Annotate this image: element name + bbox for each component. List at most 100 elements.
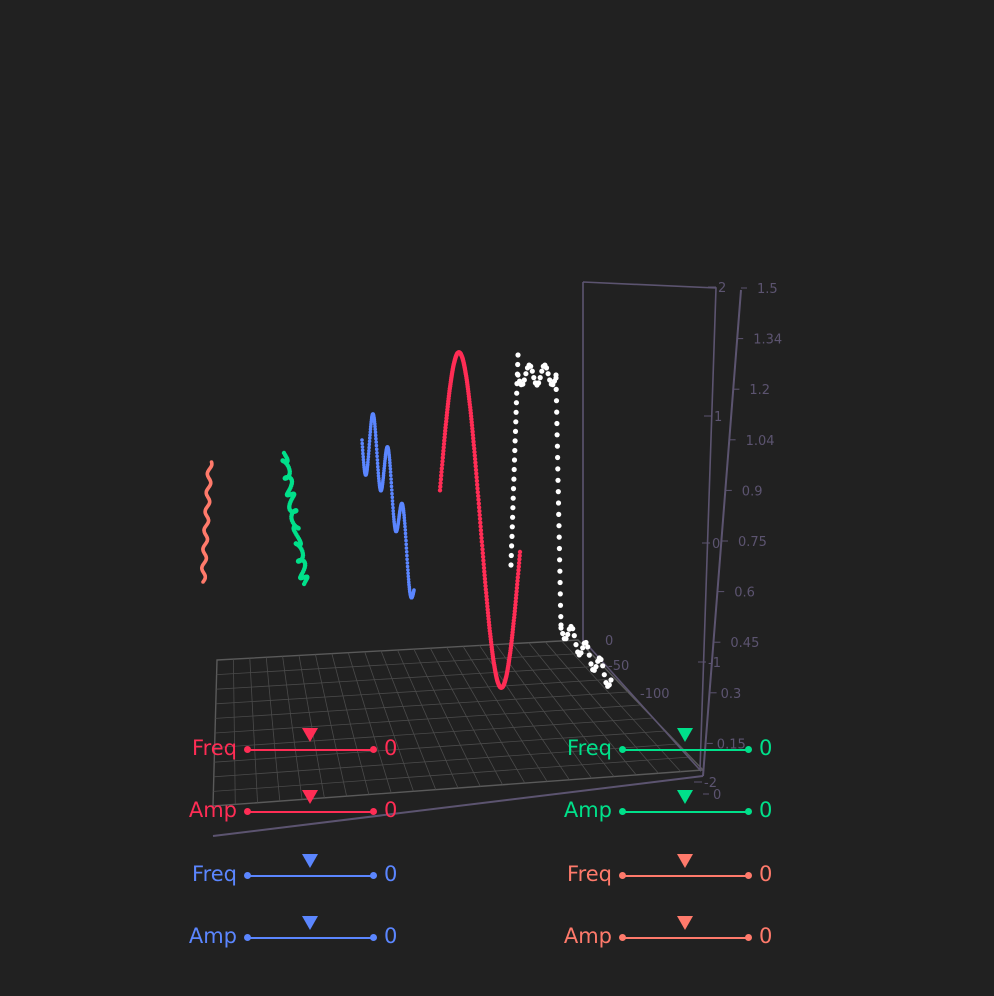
curve-point <box>586 652 592 658</box>
curve-point <box>554 432 560 438</box>
curve-point <box>480 547 485 552</box>
curve-point <box>554 443 561 449</box>
curve-point <box>471 439 476 444</box>
right-scale-tick-label: 0.3 <box>721 687 742 702</box>
curve-point <box>512 605 518 611</box>
right-scale-tick-label: 1.34 <box>753 333 782 348</box>
grid-line <box>215 691 629 719</box>
curve-point <box>478 528 484 533</box>
curve-point <box>373 422 377 426</box>
curve-point <box>472 449 477 455</box>
curve-point <box>517 557 522 562</box>
curve-point <box>516 571 521 576</box>
curve-point <box>390 499 395 503</box>
curve-point <box>556 545 563 552</box>
slider-track[interactable] <box>247 937 373 939</box>
curve-point <box>441 445 446 450</box>
curve-point <box>573 642 579 648</box>
curve-point <box>361 454 366 459</box>
vertical-tick-label: 1 <box>714 410 722 425</box>
curve-point <box>479 535 484 541</box>
slider-thumb-icon[interactable] <box>302 790 318 804</box>
white-curve <box>508 352 614 689</box>
axis-ticks: 1.51.341.21.040.90.750.60.450.30.150210-… <box>605 281 782 803</box>
slider-value: 0 <box>759 862 773 886</box>
slider-thumb-icon[interactable] <box>677 790 693 804</box>
slider-track[interactable] <box>247 875 373 877</box>
curve-point <box>512 609 517 614</box>
curve-point <box>361 457 366 462</box>
slider-green-amp[interactable]: Amp 0 <box>540 790 800 830</box>
slider-blue-freq[interactable]: Freq 0 <box>165 854 425 894</box>
slider-salmon-amp[interactable]: Amp 0 <box>540 916 800 956</box>
curve-point <box>479 539 484 544</box>
curve-point <box>404 538 408 543</box>
curve-point <box>376 468 380 472</box>
slider-label: Amp <box>563 798 612 822</box>
slider-max-handle <box>370 808 377 815</box>
curve-point <box>563 636 569 642</box>
curve-point <box>476 505 482 510</box>
curve-point <box>367 442 372 447</box>
curve-point <box>555 454 561 461</box>
curve-point <box>475 490 480 495</box>
curve-point <box>388 463 392 468</box>
curve-point <box>474 478 480 484</box>
curve-point <box>374 440 379 444</box>
slider-thumb-icon[interactable] <box>302 916 318 930</box>
curve-point <box>484 594 489 599</box>
curve-point <box>484 590 489 595</box>
curve-point <box>517 549 523 555</box>
curve-point <box>403 524 407 529</box>
slider-track[interactable] <box>622 937 748 939</box>
curve-point <box>441 441 447 447</box>
curve-point <box>481 558 486 563</box>
slider-track[interactable] <box>622 875 748 877</box>
slider-track[interactable] <box>622 811 748 813</box>
curve-point <box>442 431 448 437</box>
curve-point <box>390 488 394 492</box>
slider-salmon-freq[interactable]: Freq 0 <box>540 854 800 894</box>
curve-point <box>440 462 445 467</box>
curve-point <box>560 630 566 637</box>
curve-point <box>475 486 480 491</box>
slider-green-freq[interactable]: Freq 0 <box>540 728 800 768</box>
curve-point <box>479 531 484 537</box>
curve-point <box>407 580 411 584</box>
slider-min-handle <box>619 934 626 941</box>
slider-thumb-icon[interactable] <box>677 916 693 930</box>
curve-point <box>555 477 561 483</box>
curve-point <box>510 505 516 511</box>
curve-point <box>375 454 379 459</box>
curve-point <box>387 458 392 462</box>
curve-point <box>512 612 517 617</box>
curve-point <box>402 513 406 517</box>
curve-point <box>368 433 372 437</box>
curve-point <box>439 466 444 471</box>
curve-point <box>373 424 377 429</box>
curve-point <box>553 398 560 404</box>
curve-point <box>391 505 395 510</box>
slider-red-amp[interactable]: Amp 0 <box>165 790 425 830</box>
slider-track[interactable] <box>247 811 373 813</box>
grid-line <box>214 704 641 734</box>
right-scale-tick-label: 1.5 <box>757 282 778 297</box>
slider-thumb-icon[interactable] <box>677 728 693 742</box>
right-scale-tick-label: 1.2 <box>749 383 770 398</box>
slider-blue-amp[interactable]: Amp 0 <box>165 916 425 956</box>
slider-thumb-icon[interactable] <box>302 854 318 868</box>
curve-point <box>375 461 380 466</box>
slider-min-handle <box>619 872 626 879</box>
slider-track[interactable] <box>622 749 748 751</box>
curve-point <box>606 682 612 688</box>
slider-red-freq[interactable]: Freq 0 <box>165 728 425 768</box>
curve-point <box>593 664 599 670</box>
slider-thumb-icon[interactable] <box>677 854 693 868</box>
slider-thumb-icon[interactable] <box>302 728 318 742</box>
curve-point <box>600 663 606 669</box>
curve-point <box>301 581 307 587</box>
slider-track[interactable] <box>247 749 373 751</box>
curve-point <box>482 573 487 578</box>
curve-point <box>512 447 518 454</box>
